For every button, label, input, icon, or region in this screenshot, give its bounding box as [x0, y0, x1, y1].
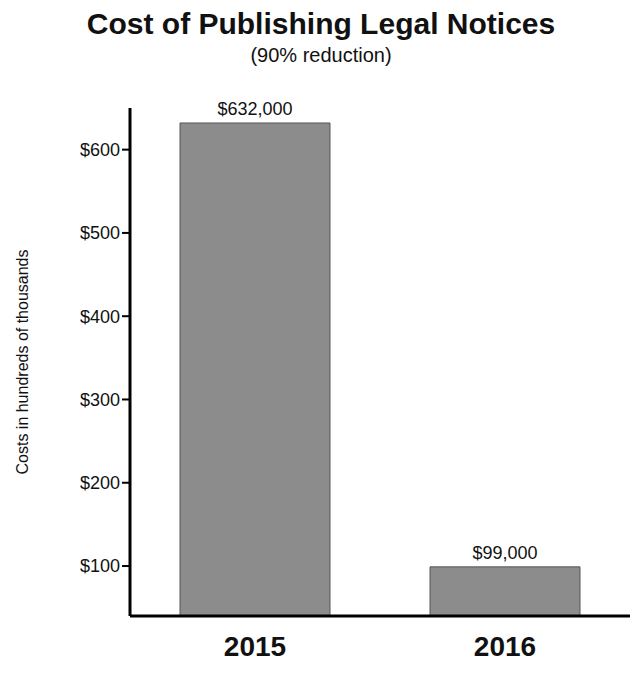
html-text:(90% reduction): (90% reduction)	[250, 44, 392, 66]
svg-text:$500: $500	[80, 223, 120, 243]
svg-text:$200: $200	[80, 473, 120, 493]
html-text:Cost of Publishing Legal Notic: Cost of Publishing Legal Notices	[86, 7, 556, 40]
svg-text:2016: 2016	[474, 631, 536, 662]
svg-text:2015: 2015	[224, 631, 286, 662]
svg-text:Costs in hundreds of thousands: Costs in hundreds of thousands	[14, 249, 31, 474]
svg-text:$100: $100	[80, 556, 120, 576]
svg-text:$300: $300	[80, 390, 120, 410]
svg-text:$400: $400	[80, 307, 120, 327]
svg-text:$99,000: $99,000	[472, 543, 537, 563]
svg-text:$632,000: $632,000	[217, 99, 292, 119]
svg-text:$600: $600	[80, 140, 120, 160]
